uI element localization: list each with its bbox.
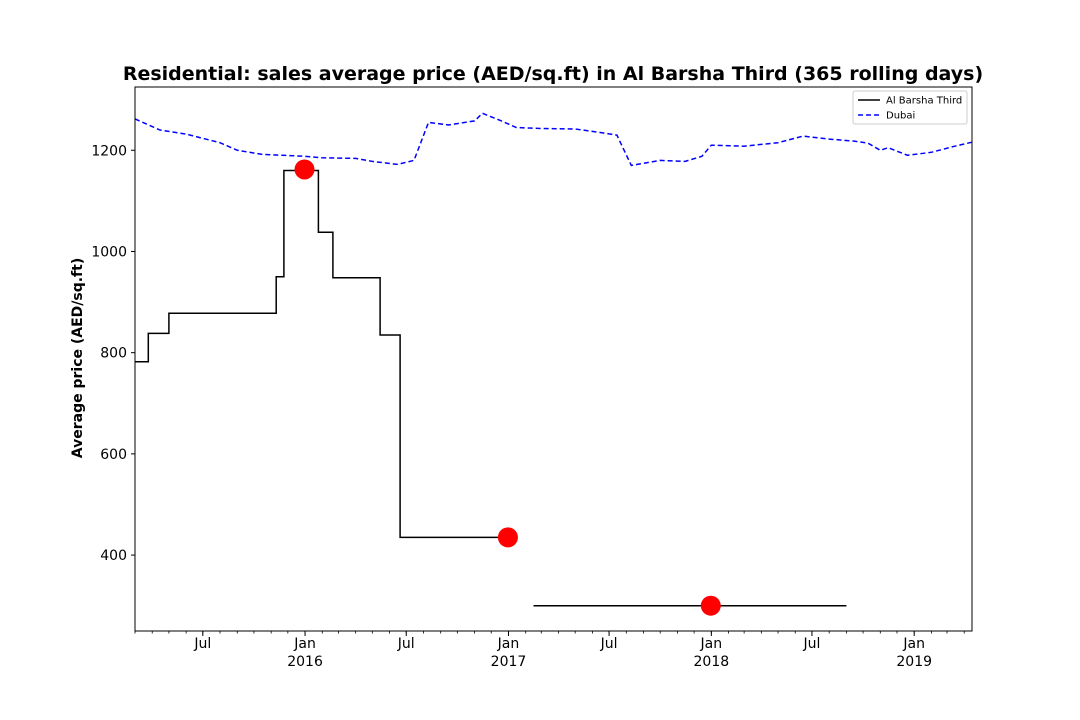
x-tick-label: Jan <box>497 636 520 652</box>
series-line-al-barsha-third <box>135 169 509 539</box>
y-axis-label: Average price (AED/sq.ft) <box>70 258 86 458</box>
y-tick-label: 400 <box>100 548 127 564</box>
x-tick-year-label: 2017 <box>491 654 527 670</box>
y-tick-label: 800 <box>100 346 127 362</box>
x-tick-label: Jul <box>600 636 618 652</box>
plot-area <box>134 112 973 616</box>
legend-box <box>852 90 968 125</box>
legend: Al Barsha Third Dubai <box>852 90 968 125</box>
y-tick-label: 600 <box>100 447 127 463</box>
data-marker <box>294 159 315 180</box>
x-tick-label: Jan <box>293 636 316 652</box>
x-tick-year-label: 2018 <box>694 654 730 670</box>
x-tick-label: Jan <box>700 636 723 652</box>
y-tick-label: 1000 <box>91 244 127 260</box>
data-marker <box>700 595 721 616</box>
x-tick-year-label: 2016 <box>287 654 323 670</box>
axes-frame <box>134 86 973 632</box>
x-tick-label: Jul <box>397 636 415 652</box>
data-marker <box>497 527 518 548</box>
legend-label-dubai: Dubai <box>886 111 915 122</box>
x-tick-label: Jul <box>802 636 820 652</box>
x-tick-label: Jan <box>902 636 925 652</box>
series-line-dubai <box>134 112 973 167</box>
chart-title: Residential: sales average price (AED/sq… <box>123 63 983 85</box>
x-tick-label: Jul <box>193 636 211 652</box>
legend-label-al-barsha-third: Al Barsha Third <box>886 96 962 107</box>
x-tick-year-label: 2019 <box>896 654 932 670</box>
y-tick-label: 1200 <box>91 143 127 159</box>
